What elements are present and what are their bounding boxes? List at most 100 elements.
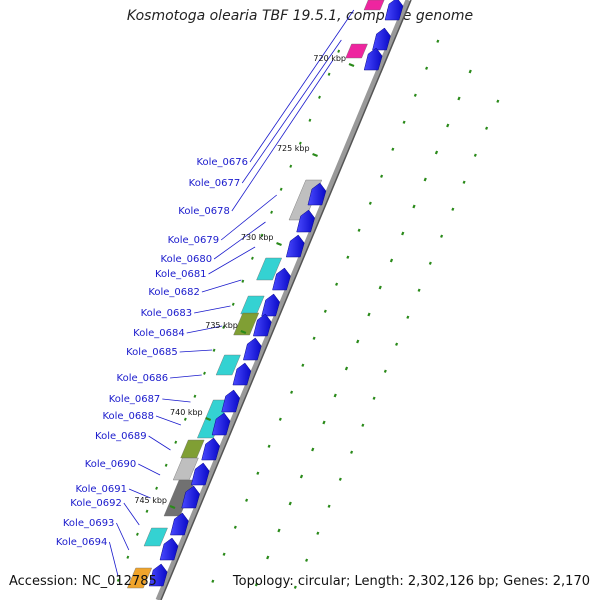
kbp-tick <box>240 329 247 335</box>
topology-text: Topology: circular; Length: 2,302,126 bp… <box>232 574 590 589</box>
gene-label: Kole_0684 <box>133 328 185 339</box>
genome-backbone <box>155 0 411 600</box>
gene-label: Kole_0679 <box>168 235 220 246</box>
gc-dot <box>301 363 305 367</box>
gc-dot <box>357 228 361 232</box>
gene-label: Kole_0691 <box>75 484 127 495</box>
gc-dot <box>222 325 226 329</box>
leader-line <box>186 325 223 334</box>
gc-dot <box>451 207 455 211</box>
cog-feature-bar <box>143 527 168 547</box>
gc-dot <box>462 180 466 184</box>
cds-arrow <box>363 47 383 71</box>
gc-dot <box>211 579 215 583</box>
leader-line <box>155 415 182 426</box>
gc-dot <box>298 141 302 145</box>
gene-label: Kole_0692 <box>70 498 122 509</box>
kbp-label: 730 kbp <box>241 233 274 242</box>
cds-arrow <box>272 267 291 291</box>
leader-line <box>170 374 202 379</box>
cog-feature-bar <box>240 295 265 315</box>
gc-dot <box>412 204 416 209</box>
gc-dot <box>318 95 321 99</box>
gene-label: Kole_0694 <box>56 537 108 548</box>
cog-feature-bar <box>180 439 205 459</box>
kbp-label: 720 kbp <box>313 54 346 63</box>
gc-dot <box>361 423 365 427</box>
gc-dot <box>389 258 394 263</box>
cds-arrow <box>253 313 272 337</box>
kbp-tick <box>205 416 212 422</box>
gc-dot <box>293 585 297 589</box>
gene-label: Kole_0688 <box>102 411 154 422</box>
gene-label: Kole_0682 <box>148 287 200 298</box>
gc-dot <box>485 126 489 130</box>
leader-line <box>123 502 140 526</box>
cog-feature-bar <box>363 0 385 11</box>
gc-dot <box>337 49 341 53</box>
gc-dot <box>222 552 226 556</box>
gc-dot <box>446 123 450 128</box>
gc-dot <box>299 474 304 479</box>
gc-dot <box>457 96 461 101</box>
gc-dot <box>322 420 326 425</box>
gc-dot <box>350 450 354 454</box>
gc-dot <box>327 72 331 76</box>
gc-dot <box>174 440 178 444</box>
gene-label: Kole_0677 <box>189 178 241 189</box>
gc-dot <box>145 509 149 513</box>
cds-arrow <box>211 412 231 436</box>
gc-dot <box>406 315 410 319</box>
leader-line <box>128 488 151 499</box>
leader-line <box>231 59 334 212</box>
gc-dot <box>126 555 130 559</box>
kbp-tick <box>169 504 176 510</box>
gc-dot <box>212 348 216 352</box>
gc-dot <box>245 498 249 502</box>
genome-backbone-shadow <box>160 0 412 600</box>
gene-label: Kole_0685 <box>126 347 178 358</box>
gc-dot <box>423 177 427 182</box>
gene-label: Kole_0690 <box>85 459 137 470</box>
gc-dot <box>338 477 342 481</box>
gc-dot <box>164 463 168 467</box>
gc-dot <box>344 366 349 371</box>
leader-line <box>208 246 256 275</box>
cds-arrow <box>190 462 210 486</box>
gc-dot <box>473 153 477 157</box>
gc-dot <box>254 582 259 587</box>
gc-dot <box>312 336 316 340</box>
gc-dot <box>372 396 376 400</box>
cog-feature-bar <box>233 312 260 336</box>
gc-dot <box>496 99 500 103</box>
leader-line <box>138 463 161 476</box>
gc-dot <box>425 66 429 70</box>
cog-feature-bar <box>215 354 241 376</box>
gc-dot <box>279 187 283 191</box>
cds-track <box>148 0 404 587</box>
gc-dot <box>116 578 120 582</box>
gc-dot <box>278 417 282 421</box>
cds-arrow <box>148 563 168 587</box>
gene-label: Kole_0693 <box>63 518 115 529</box>
gene-label: Kole_0681 <box>155 269 207 280</box>
gc-dot <box>367 312 371 317</box>
gc-dot <box>413 93 417 97</box>
gc-dot <box>368 201 372 205</box>
gc-dot <box>434 150 439 155</box>
gc-dot <box>231 302 235 306</box>
gc-dot <box>440 234 444 238</box>
gene-label: Kole_0689 <box>95 431 147 442</box>
leader-line <box>220 194 278 241</box>
leader-line <box>201 279 242 293</box>
cds-arrow <box>170 512 189 536</box>
kbp-label: 735 kbp <box>205 321 238 330</box>
gene-label: Kole_0676 <box>196 157 248 168</box>
gc-dot <box>267 444 271 448</box>
accession-text: Accession: NC_012785 <box>9 574 157 589</box>
gc-dot <box>311 447 315 452</box>
cog-feature-bar <box>345 43 368 59</box>
cds-arrow <box>384 0 404 21</box>
cds-arrow <box>159 537 179 561</box>
